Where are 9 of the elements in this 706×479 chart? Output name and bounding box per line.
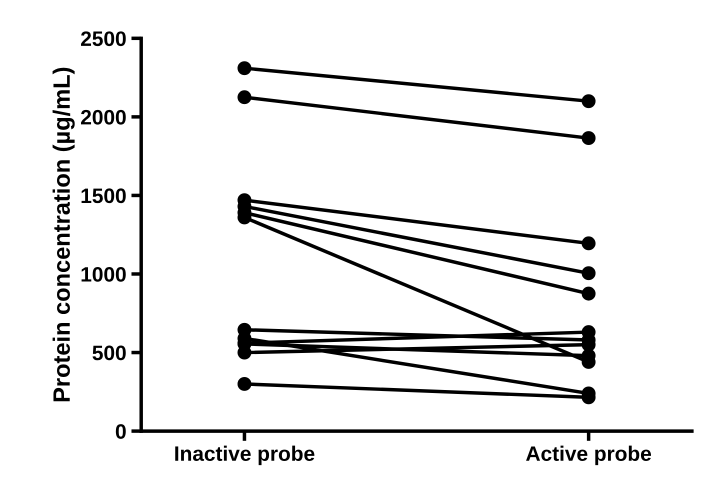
x-tick-label: Active probe [526, 446, 652, 466]
y-tick-label: 1000 [82, 266, 126, 282]
y-axis-title: Protein concentration (µg/mL) [52, 68, 75, 402]
x-tick-label: Inactive probe [175, 446, 314, 466]
y-tick-label: 2500 [81, 31, 126, 46]
y-tick-label: 500 [92, 346, 126, 360]
y-tick-label: 2000 [81, 110, 126, 125]
y-tick-label: 0 [116, 424, 126, 439]
y-tick-label: 1500 [82, 188, 126, 204]
